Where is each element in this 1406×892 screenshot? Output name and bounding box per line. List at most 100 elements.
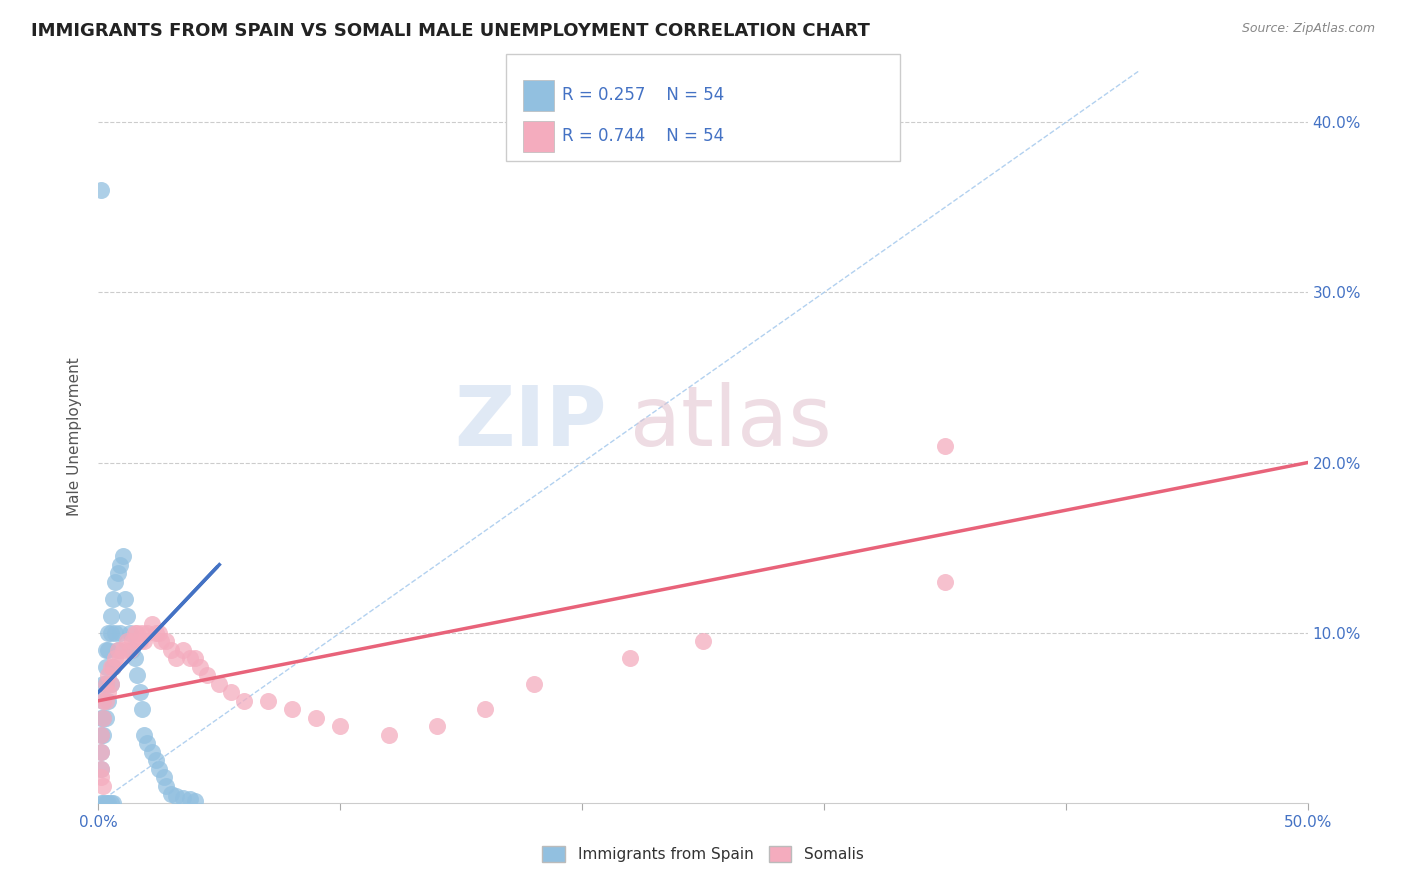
Text: R = 0.744    N = 54: R = 0.744 N = 54 bbox=[562, 127, 724, 145]
Point bbox=[107, 642, 129, 657]
Point bbox=[90, 796, 112, 810]
Text: R = 0.257    N = 54: R = 0.257 N = 54 bbox=[562, 86, 724, 103]
Point bbox=[179, 651, 201, 665]
Point bbox=[184, 794, 207, 808]
Point bbox=[97, 642, 120, 657]
Point bbox=[135, 736, 157, 750]
Point bbox=[104, 574, 127, 589]
Point bbox=[121, 642, 143, 657]
Point bbox=[145, 753, 167, 767]
Point bbox=[127, 668, 149, 682]
Point bbox=[94, 694, 117, 708]
Point bbox=[90, 711, 112, 725]
Point bbox=[619, 651, 641, 665]
Point bbox=[94, 677, 117, 691]
Point bbox=[90, 728, 112, 742]
Point bbox=[124, 651, 146, 665]
Point bbox=[100, 677, 122, 691]
Point bbox=[128, 685, 150, 699]
Point bbox=[150, 634, 173, 648]
Point bbox=[114, 591, 136, 606]
Point bbox=[934, 439, 956, 453]
Point bbox=[160, 642, 183, 657]
Point bbox=[128, 634, 150, 648]
Point bbox=[155, 779, 177, 793]
Point bbox=[221, 685, 243, 699]
Point bbox=[329, 719, 352, 733]
Point bbox=[97, 796, 120, 810]
Point bbox=[90, 183, 112, 197]
Point bbox=[184, 651, 207, 665]
Point bbox=[104, 625, 127, 640]
Point bbox=[131, 625, 153, 640]
Point bbox=[208, 677, 231, 691]
Point bbox=[94, 659, 117, 673]
Point bbox=[100, 608, 122, 623]
Point bbox=[101, 796, 124, 810]
Point bbox=[281, 702, 304, 716]
Point bbox=[101, 659, 124, 673]
Text: IMMIGRANTS FROM SPAIN VS SOMALI MALE UNEMPLOYMENT CORRELATION CHART: IMMIGRANTS FROM SPAIN VS SOMALI MALE UNE… bbox=[31, 22, 870, 40]
Point bbox=[90, 770, 112, 784]
Point bbox=[91, 677, 114, 691]
Point bbox=[117, 608, 139, 623]
Point bbox=[100, 625, 122, 640]
Point bbox=[108, 558, 131, 572]
Point bbox=[148, 762, 170, 776]
Point bbox=[179, 792, 201, 806]
Point bbox=[188, 659, 211, 673]
Point bbox=[134, 728, 156, 742]
Point bbox=[101, 659, 124, 673]
Point bbox=[160, 787, 183, 801]
Point bbox=[97, 668, 120, 682]
Point bbox=[91, 694, 114, 708]
Legend: Immigrants from Spain, Somalis: Immigrants from Spain, Somalis bbox=[536, 840, 870, 868]
Point bbox=[90, 728, 112, 742]
Point bbox=[91, 711, 114, 725]
Point bbox=[117, 634, 139, 648]
Point bbox=[91, 694, 114, 708]
Point bbox=[90, 745, 112, 759]
Point bbox=[141, 745, 163, 759]
Point bbox=[145, 625, 167, 640]
Point bbox=[141, 617, 163, 632]
Point bbox=[90, 745, 112, 759]
Text: Source: ZipAtlas.com: Source: ZipAtlas.com bbox=[1241, 22, 1375, 36]
Point bbox=[91, 796, 114, 810]
Point bbox=[100, 677, 122, 691]
Point bbox=[108, 625, 131, 640]
Point bbox=[152, 770, 174, 784]
Point bbox=[94, 642, 117, 657]
Text: ZIP: ZIP bbox=[454, 382, 606, 463]
Point bbox=[97, 685, 120, 699]
Point bbox=[172, 642, 194, 657]
Point bbox=[90, 762, 112, 776]
Text: atlas: atlas bbox=[630, 382, 832, 463]
Point bbox=[523, 677, 546, 691]
Point bbox=[165, 651, 187, 665]
Point bbox=[426, 719, 449, 733]
Point bbox=[101, 591, 124, 606]
Point bbox=[90, 762, 112, 776]
Point bbox=[134, 634, 156, 648]
Point bbox=[692, 634, 714, 648]
Point bbox=[104, 651, 127, 665]
Point bbox=[377, 728, 399, 742]
Point bbox=[100, 659, 122, 673]
Point bbox=[121, 634, 143, 648]
Point bbox=[165, 789, 187, 803]
Point bbox=[94, 677, 117, 691]
Point bbox=[118, 625, 141, 640]
Y-axis label: Male Unemployment: Male Unemployment bbox=[67, 358, 83, 516]
Point bbox=[131, 702, 153, 716]
Point bbox=[474, 702, 496, 716]
Point bbox=[148, 625, 170, 640]
Point bbox=[97, 694, 120, 708]
Point bbox=[127, 625, 149, 640]
Point bbox=[934, 574, 956, 589]
Point bbox=[155, 634, 177, 648]
Point bbox=[135, 625, 157, 640]
Point bbox=[305, 711, 328, 725]
Point bbox=[97, 625, 120, 640]
Point bbox=[91, 779, 114, 793]
